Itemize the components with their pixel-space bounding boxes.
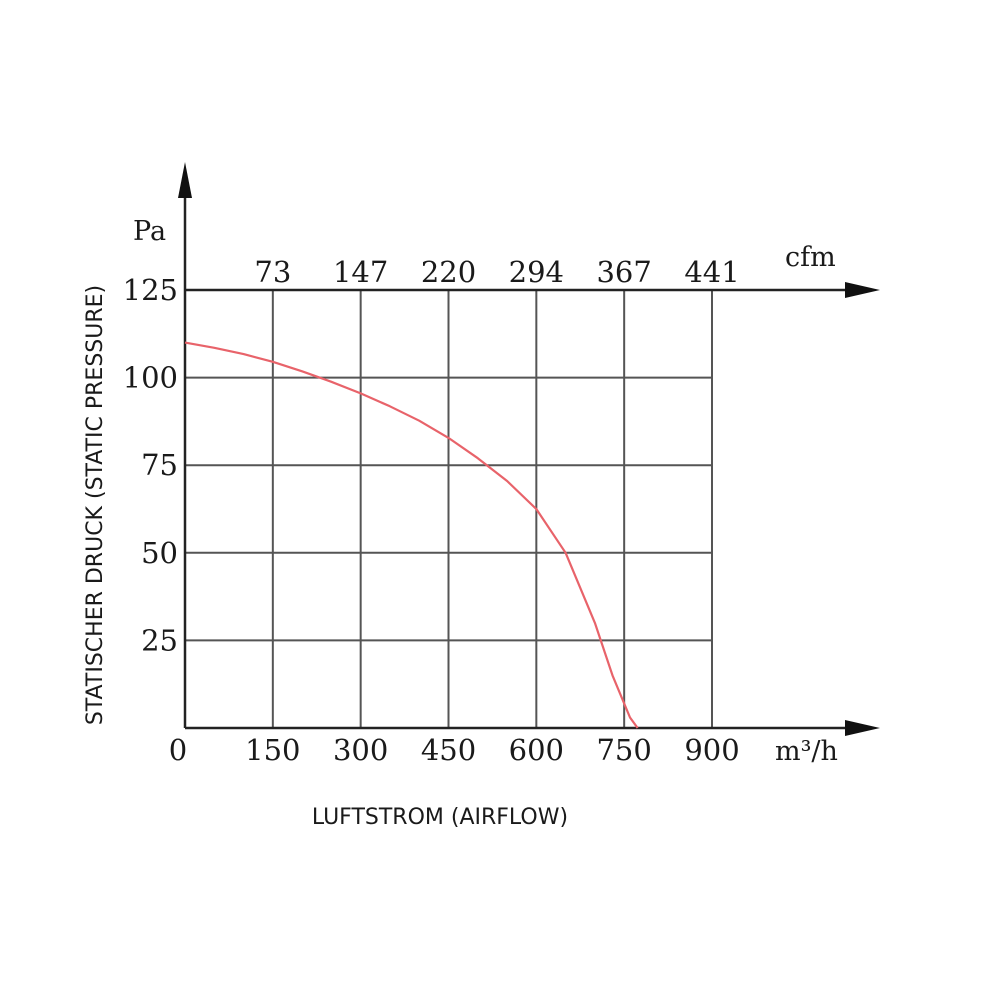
y-tick-label: 75 [141,448,178,482]
x-tick-label: 900 [684,733,739,767]
grid-lines [185,290,713,728]
x2-axis-arrow [845,282,880,298]
x-tick-label: 450 [421,733,476,767]
x2-tick-label: 441 [684,255,739,289]
y-tick-label: 50 [141,536,178,570]
y-axis-title: STATISCHER DRUCK (STATIC PRESSURE) [83,285,108,725]
x2-tick-label: 73 [254,255,291,289]
x2-tick-label: 367 [596,255,651,289]
x-axis-title: LUFTSTROM (AIRFLOW) [312,805,568,830]
tick-labels: 0 150 300 450 600 750 900 25 50 75 100 125 73 147 220 2… [123,255,740,767]
x2-unit-label: cfm [785,242,836,273]
x-tick-label: 600 [509,733,564,767]
y-tick-label: 100 [123,361,178,395]
x-tick-label: 300 [333,733,388,767]
y-axis-arrow [178,162,192,198]
x-tick-label: 0 [169,733,187,767]
x2-tick-label: 294 [509,255,564,289]
x2-tick-label: 220 [421,255,476,289]
y-unit-label: Pa [133,216,166,247]
y-tick-label: 25 [141,623,178,657]
x2-tick-label: 147 [333,255,388,289]
x-axis-arrow [845,720,880,736]
y-tick-label: 125 [123,273,178,307]
x-tick-label: 750 [596,733,651,767]
curve-layer [184,341,639,729]
pressure-curve [184,341,639,729]
x-tick-label: 150 [245,733,300,767]
x-unit-label: m³/h [775,736,838,767]
axes [178,162,880,736]
